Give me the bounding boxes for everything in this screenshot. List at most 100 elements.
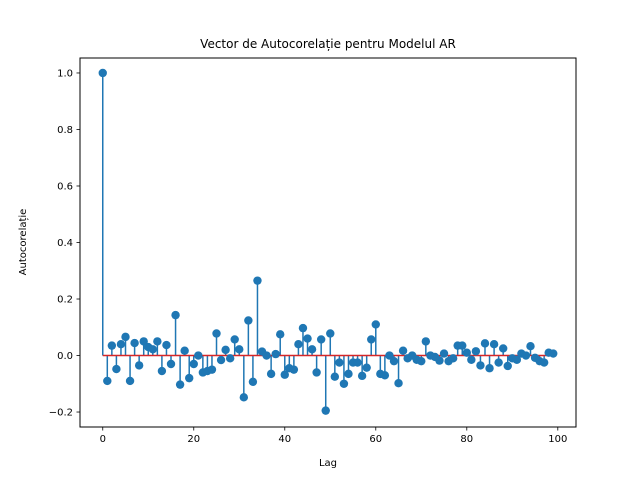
stem-marker	[207, 365, 217, 374]
stem-marker	[316, 335, 326, 344]
plot-area	[98, 68, 558, 415]
stem-marker	[389, 356, 399, 366]
stem-marker	[235, 345, 244, 354]
stem-marker	[435, 356, 444, 365]
plot-frame	[79, 57, 577, 428]
stem-marker	[194, 351, 203, 360]
stem-marker	[125, 376, 135, 386]
stem-marker	[248, 377, 258, 386]
stem-marker	[344, 369, 353, 379]
stem-marker	[467, 355, 476, 364]
x-tick-label: 40	[278, 434, 291, 445]
stem-marker	[448, 354, 458, 363]
y-tick-label: 0.2	[57, 295, 73, 306]
x-axis: 0 20 40 60 80 100	[100, 427, 567, 445]
stem-marker	[489, 340, 499, 349]
stem-marker	[462, 348, 471, 357]
stem-marker	[512, 355, 522, 364]
stem-marker	[394, 379, 403, 388]
stem-marker	[112, 364, 121, 374]
stem-marker	[326, 329, 335, 338]
stem-marker	[417, 356, 426, 366]
x-tick-label: 100	[548, 434, 567, 445]
stem-marker	[371, 320, 380, 329]
stem-marker	[458, 341, 467, 350]
stem-marker	[357, 371, 367, 381]
y-axis: −0.2 0.0 0.2 0.4 0.6 0.8 1.0	[49, 68, 80, 419]
y-axis-label: Autocorelație	[18, 209, 29, 276]
stem-marker	[339, 379, 349, 388]
stem-marker	[494, 358, 503, 367]
stem-marker	[121, 332, 130, 342]
stem-marker	[230, 335, 239, 344]
stem-marker	[298, 323, 308, 333]
stem-marker	[166, 359, 176, 369]
stem-marker	[312, 368, 321, 377]
stem-marker	[280, 370, 289, 379]
stem-marker	[549, 349, 558, 358]
stem-marker	[485, 364, 494, 373]
stem-marker	[503, 361, 512, 371]
stem-marker	[480, 339, 490, 348]
stem-marker	[162, 340, 171, 350]
stem-marker	[439, 349, 449, 358]
stem-marker	[353, 358, 362, 367]
stem-marker	[276, 330, 285, 339]
y-tick-label: 0.0	[57, 351, 73, 362]
x-tick-label: 80	[460, 434, 473, 445]
y-tick-label: 0.6	[57, 181, 73, 192]
stem-marker	[216, 355, 226, 365]
x-axis-label: Lag	[319, 458, 337, 469]
chart-title: Vector de Autocorelație pentru Modelul A…	[200, 37, 456, 51]
y-tick-label: 0.8	[57, 125, 73, 136]
stem-marker	[398, 346, 408, 355]
stem-marker	[266, 369, 276, 379]
stem-marker	[107, 341, 117, 350]
stem-marker	[335, 358, 344, 367]
stem-marker	[221, 345, 230, 355]
stem-marker	[134, 361, 144, 370]
x-tick-label: 0	[100, 434, 106, 445]
stem-marker	[307, 345, 317, 354]
stem-marker	[185, 373, 194, 383]
y-tick-label: 1.0	[57, 68, 73, 79]
stem-marker	[239, 393, 249, 402]
stem-marker	[139, 337, 148, 346]
stem-marker	[476, 361, 485, 370]
stem-marker	[153, 337, 162, 346]
stem-marker	[294, 340, 303, 349]
stem-marker	[262, 351, 271, 360]
stem-marker	[367, 335, 376, 344]
stem-marker	[539, 358, 549, 367]
x-tick-label: 60	[369, 434, 382, 445]
y-tick-label: −0.2	[49, 408, 73, 419]
stem-marker	[171, 310, 180, 320]
stem-marker	[421, 337, 431, 346]
stem-marker	[526, 341, 535, 351]
stem-marker	[157, 366, 167, 376]
stem-marker	[471, 347, 481, 356]
stem-marker	[225, 354, 235, 363]
y-tick-label: 0.4	[57, 238, 73, 249]
stem-marker	[498, 344, 508, 353]
stem-marker	[98, 68, 107, 78]
stem-marker	[380, 371, 390, 380]
x-tick-label: 20	[187, 434, 200, 445]
stem-marker	[362, 363, 371, 372]
stem-marker	[330, 372, 340, 381]
stem-marker	[321, 406, 330, 415]
stem-marker	[130, 338, 139, 348]
stem-marker	[289, 365, 299, 374]
stem-marker	[271, 349, 280, 359]
stem-marker	[103, 376, 112, 386]
stem-marker	[175, 380, 185, 389]
stem-marker	[180, 346, 189, 355]
stem-marker	[116, 340, 126, 349]
stem-marker	[521, 351, 531, 360]
stem-marker	[253, 276, 262, 285]
stem-marker	[244, 316, 253, 325]
stem-marker	[303, 334, 312, 343]
stem-marker	[189, 359, 198, 369]
stem-marker	[148, 345, 158, 354]
